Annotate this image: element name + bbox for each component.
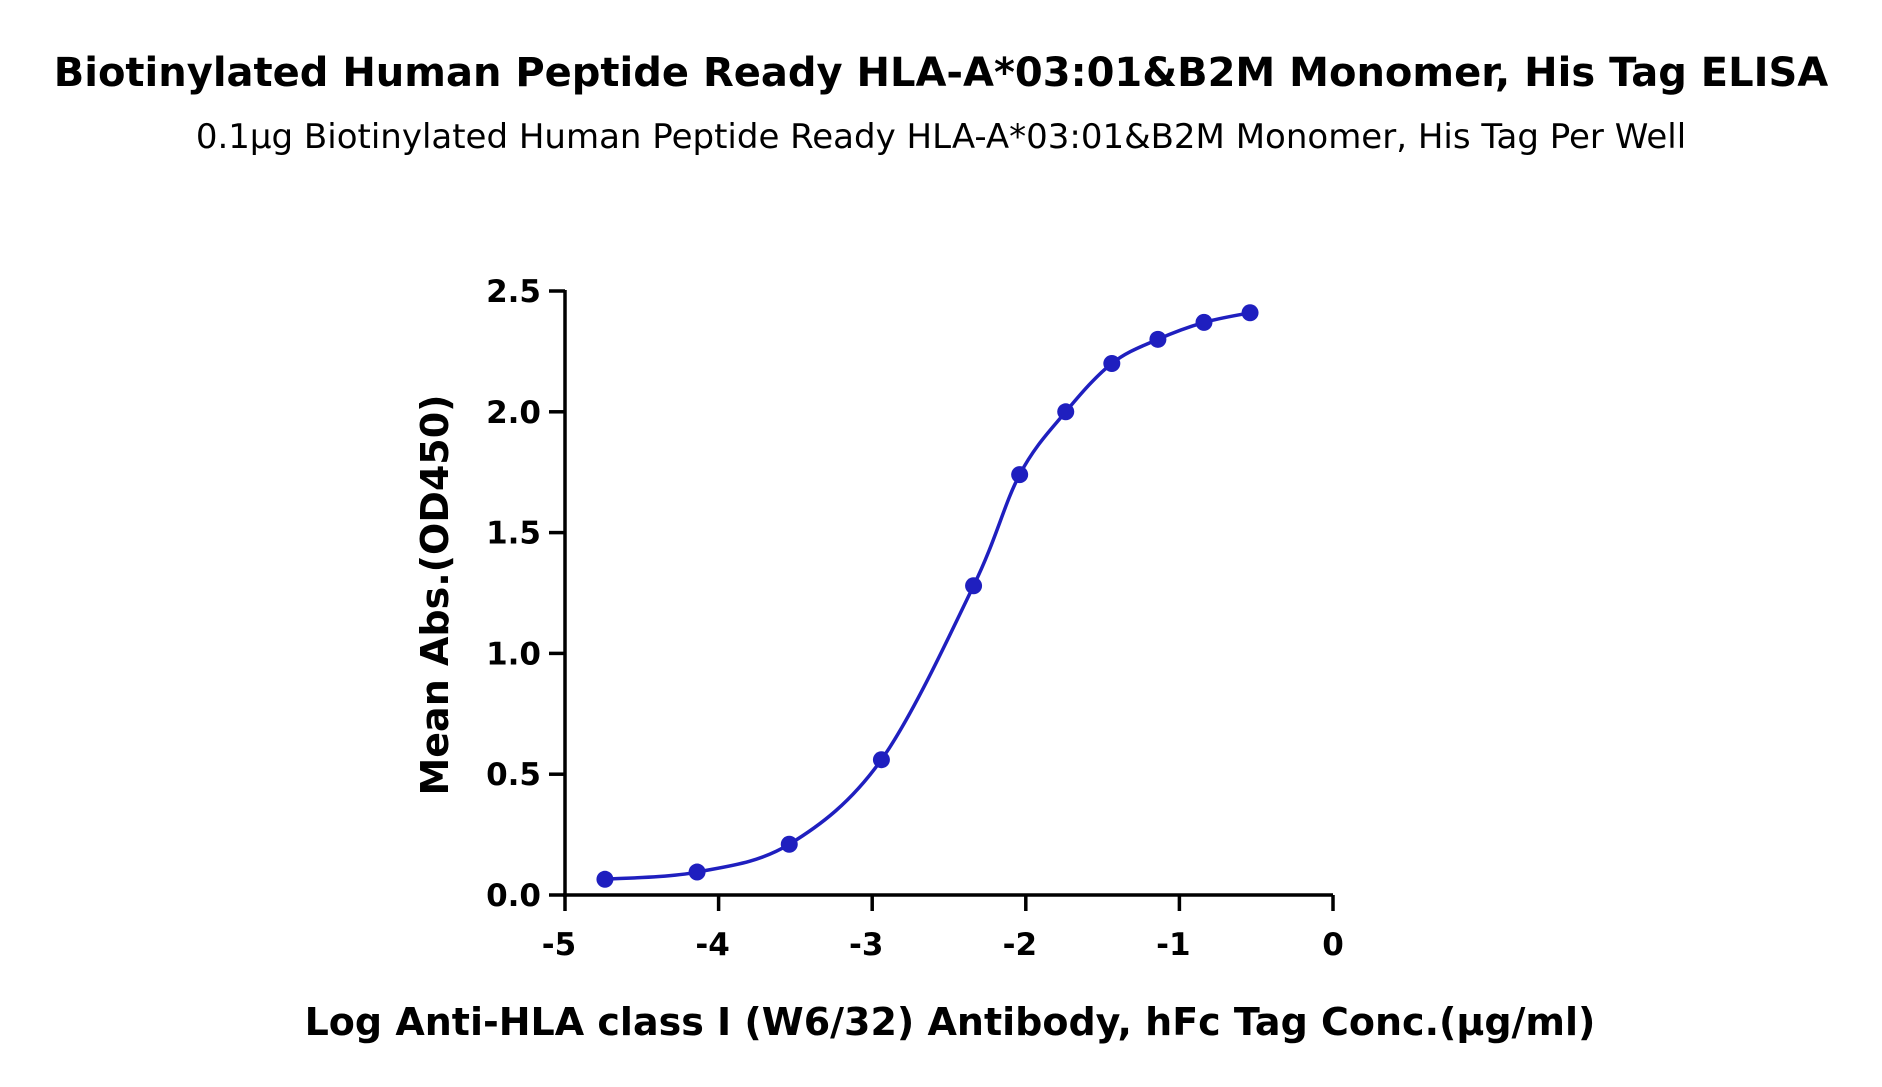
curve-layer <box>604 311 1251 882</box>
y-tick-label: 1.5 <box>486 516 541 552</box>
data-point <box>1149 330 1167 348</box>
data-point <box>1011 466 1029 484</box>
data-point <box>688 863 706 881</box>
x-tick-label: -5 <box>542 927 576 963</box>
x-tick-label: 0 <box>1322 927 1344 963</box>
data-point <box>872 751 890 769</box>
axes: 0.0 0.5 1.0 1.5 2.0 2.5 -5 -4 -3 -2 -1 0 <box>486 274 1344 963</box>
data-point <box>965 577 983 595</box>
x-tick-label: -1 <box>1156 927 1190 963</box>
y-tick-label: 2.0 <box>486 395 541 431</box>
y-tick-label: 0.0 <box>486 878 541 914</box>
data-point <box>780 835 798 853</box>
x-tick-label: -4 <box>695 927 729 963</box>
points-layer <box>596 304 1259 888</box>
data-point <box>1241 304 1259 322</box>
data-point <box>1057 403 1075 421</box>
chart-title: Biotinylated Human Peptide Ready HLA-A*0… <box>53 50 1829 96</box>
y-tick-label: 0.5 <box>486 757 541 793</box>
x-tick-label: -2 <box>1003 927 1037 963</box>
fit-curve <box>604 311 1251 882</box>
y-tick-label: 2.5 <box>486 274 541 310</box>
y-axis-label: Mean Abs.(OD450) <box>413 394 457 795</box>
data-point <box>1103 354 1121 372</box>
y-tick-label: 1.0 <box>486 636 541 672</box>
data-point <box>1195 313 1213 331</box>
x-axis-label: Log Anti-HLA class I (W6/32) Antibody, h… <box>305 1000 1596 1044</box>
data-point <box>596 870 614 888</box>
x-tick-label: -3 <box>849 927 883 963</box>
chart-subtitle: 0.1μg Biotinylated Human Peptide Ready H… <box>195 117 1687 157</box>
